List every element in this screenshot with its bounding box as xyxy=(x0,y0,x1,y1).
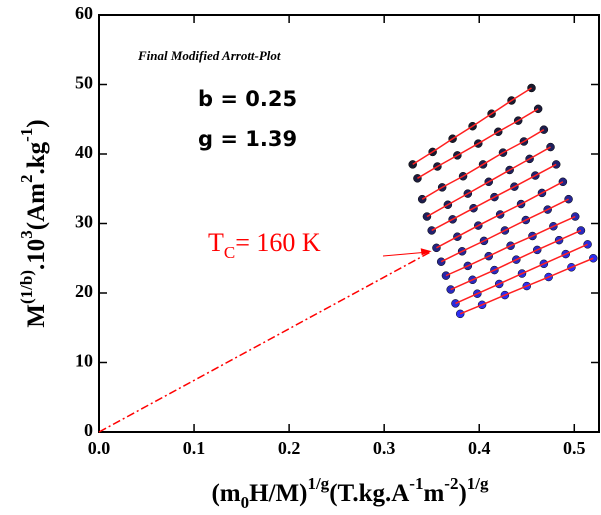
y-tick-label: 10 xyxy=(75,351,93,371)
label-part: (T.kg.A xyxy=(329,480,409,507)
label-part: 1/g xyxy=(307,474,329,493)
y-tick-label: 50 xyxy=(75,73,93,93)
y-tick-label: 30 xyxy=(75,212,93,232)
label-part: = 160 K xyxy=(235,228,321,257)
label-part: 2 xyxy=(17,175,36,184)
label-part: 3 xyxy=(17,230,36,239)
label-part: (1/b) xyxy=(17,270,36,304)
label-part: -1 xyxy=(409,474,423,493)
fit-line xyxy=(445,215,576,277)
fit-line xyxy=(421,129,545,200)
plot-note: Final Modified Arrott-Plot xyxy=(137,48,281,63)
label-part: 1/g xyxy=(467,474,489,493)
fit-line xyxy=(431,163,557,232)
fit-line xyxy=(450,229,582,291)
label-part: -1 xyxy=(17,128,36,142)
fit-line xyxy=(412,87,532,166)
beta-value: b = 0.25 xyxy=(198,87,297,111)
label-part: (Am xyxy=(23,183,50,230)
x-tick-label: 0.5 xyxy=(563,438,586,458)
fit-line xyxy=(417,108,539,179)
tc-label: TC= 160 K xyxy=(208,228,321,262)
tc-arrowhead xyxy=(420,248,432,256)
label-part: 0 xyxy=(241,493,250,512)
y-tick-label: 60 xyxy=(75,3,93,23)
y-axis-label: M(1/b).103(Am2.kg-1) xyxy=(17,119,49,327)
label-part: .kg xyxy=(23,141,50,174)
label-part: M xyxy=(23,304,50,328)
fit-line xyxy=(455,243,588,305)
y-tick-label: 20 xyxy=(75,281,93,301)
extrapolation-line xyxy=(98,250,433,433)
label-part: .10 xyxy=(23,239,50,270)
y-tick-label: 0 xyxy=(84,420,93,440)
label-part: m xyxy=(423,480,444,507)
x-tick-label: 0.3 xyxy=(373,438,396,458)
fit-line xyxy=(440,198,569,263)
label-part: C xyxy=(224,243,235,262)
label-part: ) xyxy=(458,480,466,507)
label-part: -2 xyxy=(444,474,458,493)
x-tick-label: 0.1 xyxy=(183,438,206,458)
gamma-value: g = 1.39 xyxy=(198,127,297,151)
x-tick-label: 0.2 xyxy=(278,438,301,458)
label-part: (m xyxy=(211,480,240,507)
x-tick-label: 0.4 xyxy=(468,438,491,458)
fit-line xyxy=(436,181,564,249)
x-tick-label: 0.0 xyxy=(88,438,111,458)
label-part: H/M) xyxy=(249,480,307,507)
fit-line xyxy=(459,257,594,315)
y-tick-label: 40 xyxy=(75,142,93,162)
label-part: ) xyxy=(23,119,50,127)
label-part: T xyxy=(208,228,224,257)
plot-frame xyxy=(98,14,600,433)
tc-arrow xyxy=(382,251,426,257)
x-axis-label: (m0H/M)1/g(T.kg.A-1m-2)1/g xyxy=(211,474,489,512)
fit-line xyxy=(426,146,551,218)
